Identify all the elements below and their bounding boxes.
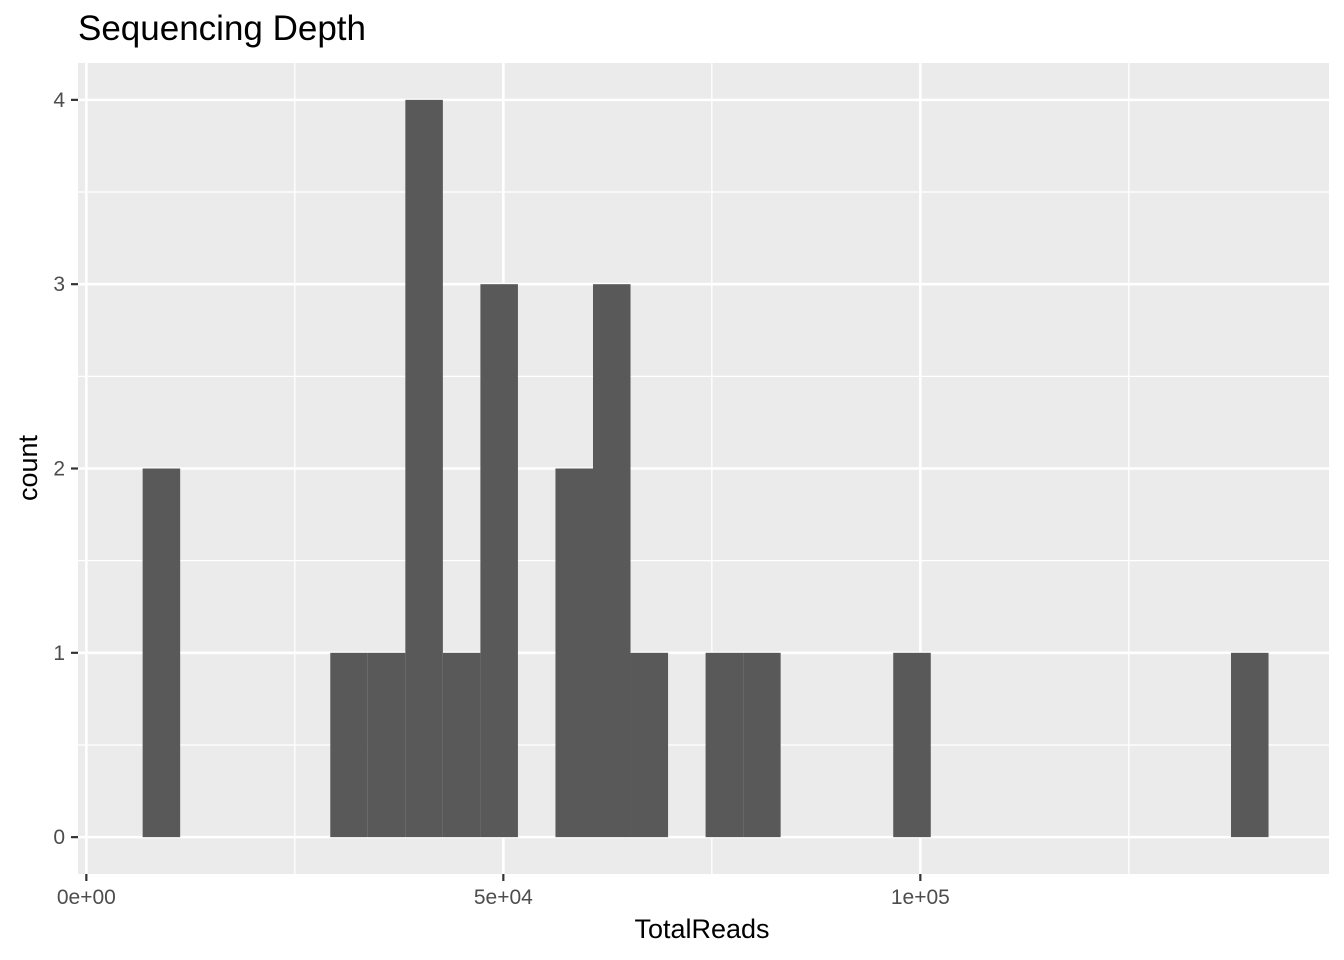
histogram-bar	[743, 652, 781, 838]
x-axis-title: TotalReads	[634, 914, 769, 944]
histogram-bar	[555, 468, 593, 838]
y-tick-label: 0	[53, 826, 65, 849]
x-tick-label: 0e+00	[57, 886, 116, 909]
y-tick-label: 1	[53, 642, 65, 665]
histogram-bar	[1231, 652, 1269, 838]
histogram-bar	[630, 652, 669, 838]
x-tick-label: 5e+04	[474, 886, 533, 909]
histogram-bar	[705, 652, 744, 838]
histogram-bar	[142, 468, 181, 838]
histogram-bar	[367, 652, 406, 838]
histogram-bar	[405, 99, 443, 838]
histogram-bar	[893, 652, 931, 838]
histogram-bar	[442, 652, 481, 838]
histogram-bars	[142, 99, 1269, 838]
histogram-bar	[592, 284, 631, 838]
y-tick-label: 2	[53, 458, 65, 481]
y-axis: 0 1 2 3 4	[53, 89, 78, 849]
y-tick-label: 4	[53, 89, 65, 112]
y-axis-title: count	[13, 434, 43, 501]
histogram-bar	[480, 284, 518, 838]
chart-title: Sequencing Depth	[78, 9, 366, 48]
histogram-bar	[330, 652, 368, 838]
y-tick-label: 3	[53, 273, 65, 296]
x-tick-label: 1e+05	[891, 886, 950, 909]
x-axis: 0e+00 5e+04 1e+05	[57, 874, 950, 909]
